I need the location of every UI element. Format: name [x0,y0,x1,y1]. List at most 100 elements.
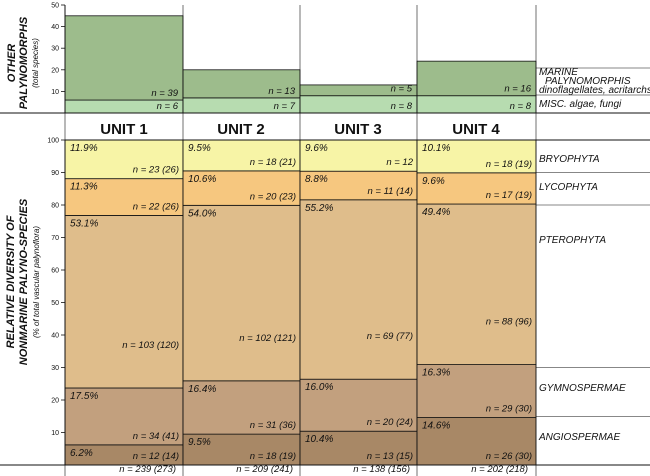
count-lycophyta-unit3: n = 11 (14) [367,186,413,197]
pct-gymnospermae-unit4: 16.3% [422,368,450,379]
top-bar-marine-unit4 [416,60,537,97]
pct-pterophyta-unit2: 54.0% [188,208,216,219]
bottom-tick-label-10: 10 [51,430,59,437]
top-tick-label-20: 20 [51,67,59,74]
group-gymnospermae: GYMNOSPERMAE [539,383,626,394]
top-count-misc-unit3: n = 8 [391,101,413,112]
top-count-marine-unit2: n = 13 [268,86,295,97]
top-count-marine-unit1: n = 39 [151,88,178,99]
top-count-misc-unit2: n = 7 [274,101,296,112]
count-lycophyta-unit2: n = 20 (23) [250,191,296,202]
count-bryophyta-unit3: n = 12 [386,157,413,168]
pct-lycophyta-unit4: 9.6% [422,176,445,187]
top-count-misc-unit4: n = 8 [510,101,532,112]
pct-pterophyta-unit4: 49.4% [422,207,450,218]
top-panel-title-line1: OTHER [6,44,18,83]
count-gymnospermae-unit3: n = 20 (24) [367,417,413,428]
unit-4-total: n = 202 (218) [471,464,528,475]
unit-1-label: UNIT 1 [100,121,148,138]
group-marine-line2: PALYNOMORPHIS [545,76,631,87]
unit-1-total: n = 239 (273) [119,464,176,475]
top-count-marine-unit3: n = 5 [391,84,413,95]
pct-bryophyta-unit4: 10.1% [422,143,450,154]
pct-pterophyta-unit1: 53.1% [70,218,98,229]
bar-gymnospermae-unit4 [416,364,537,418]
count-lycophyta-unit1: n = 22 (26) [133,201,179,212]
count-lycophyta-unit4: n = 17 (19) [486,190,532,201]
pct-bryophyta-unit3: 9.6% [305,143,328,154]
bar-angiospermae-unit4 [416,417,537,466]
bottom-tick-label-30: 30 [51,365,59,372]
unit-2-total: n = 209 (241) [236,464,293,475]
unit-4-label: UNIT 4 [452,121,500,138]
count-angiospermae-unit4: n = 26 (30) [486,451,532,462]
bottom-tick-label-40: 40 [51,333,59,340]
bottom-tick-label-90: 90 [51,170,59,177]
pct-gymnospermae-unit2: 16.4% [188,384,216,395]
unit-3-total: n = 138 (156) [353,464,410,475]
bottom-tick-label-80: 80 [51,203,59,210]
bottom-panel-bars [64,139,537,466]
count-bryophyta-unit4: n = 18 (19) [486,159,532,170]
count-bryophyta-unit2: n = 18 (21) [250,157,296,168]
top-count-marine-unit4: n = 16 [504,84,531,95]
bottom-tick-label-70: 70 [51,235,59,242]
count-gymnospermae-unit4: n = 29 (30) [486,404,532,415]
bottom-tick-label-20: 20 [51,398,59,405]
bar-pterophyta-unit3 [299,199,418,380]
count-bryophyta-unit1: n = 23 (26) [133,165,179,176]
bottom-panel-title-line2: NONMARINE PALYNO-SPECIES [18,198,30,365]
bottom-tick-label-100: 100 [47,138,59,145]
top-panel-title-line2: PALYNOMORPHS [18,16,30,109]
bottom-tick-label-60: 60 [51,268,59,275]
pct-bryophyta-unit2: 9.5% [188,143,211,154]
bottom-tick-label-50: 50 [51,300,59,307]
group-pterophyta: PTEROPHYTA [539,235,606,246]
bar-bryophyta-unit1 [64,139,184,180]
pct-lycophyta-unit1: 11.3% [70,182,98,193]
unit-2-label: UNIT 2 [217,121,265,138]
top-tick-label-30: 30 [51,46,59,53]
count-angiospermae-unit3: n = 13 (15) [367,451,413,462]
count-angiospermae-unit2: n = 18 (19) [250,451,296,462]
pct-gymnospermae-unit1: 17.5% [70,391,98,402]
group-marine-line1: MARINE [539,67,578,78]
count-gymnospermae-unit1: n = 34 (41) [133,431,179,442]
pct-angiospermae-unit2: 9.5% [188,437,211,448]
count-pterophyta-unit4: n = 88 (96) [486,317,532,328]
top-tick-label-50: 50 [51,3,59,10]
unit-3-label: UNIT 3 [334,121,382,138]
count-gymnospermae-unit2: n = 31 (36) [250,420,296,431]
pct-angiospermae-unit3: 10.4% [305,434,333,445]
bottom-panel-axis-label: (% of total vascular palynoflora) [32,226,41,338]
top-tick-label-10: 10 [51,89,59,96]
top-count-misc-unit1: n = 6 [157,101,179,112]
pct-bryophyta-unit1: 11.9% [70,143,98,154]
pct-lycophyta-unit2: 10.6% [188,174,216,185]
bar-pterophyta-unit1 [64,214,184,389]
count-pterophyta-unit3: n = 69 (77) [367,331,413,342]
bar-bryophyta-unit2 [182,139,301,172]
group-lycophyta: LYCOPHYTA [539,182,598,193]
pct-gymnospermae-unit3: 16.0% [305,382,333,393]
pct-pterophyta-unit3: 55.2% [305,203,333,214]
bar-lycophyta-unit2 [182,170,301,206]
bar-pterophyta-unit2 [182,204,301,382]
group-marine-line3: dinoflagellates, acritarchs [539,85,650,96]
bottom-panel-title-line1: RELATIVE DIVERSITY OF [5,215,17,348]
bar-lycophyta-unit4 [416,172,537,205]
pct-lycophyta-unit3: 8.8% [305,174,328,185]
top-bar-marine-unit1 [64,15,184,101]
group-angiospermae: ANGIOSPERMAE [538,432,620,443]
count-pterophyta-unit1: n = 103 (120) [122,340,179,351]
chart-frame [0,4,650,476]
pct-angiospermae-unit1: 6.2% [70,448,93,459]
chart-labels: n = 6 n = 39 n = 7 n = 13 n = 8 n = 5 n = 8 n =… [47,3,532,463]
top-panel-axis-label: (total species) [31,38,40,88]
top-panel-bars [64,15,537,114]
group-misc: MISC. algae, fungi [539,99,622,110]
top-tick-label-40: 40 [51,24,59,31]
count-angiospermae-unit1: n = 12 (14) [133,451,179,462]
pct-angiospermae-unit4: 14.6% [422,421,450,432]
